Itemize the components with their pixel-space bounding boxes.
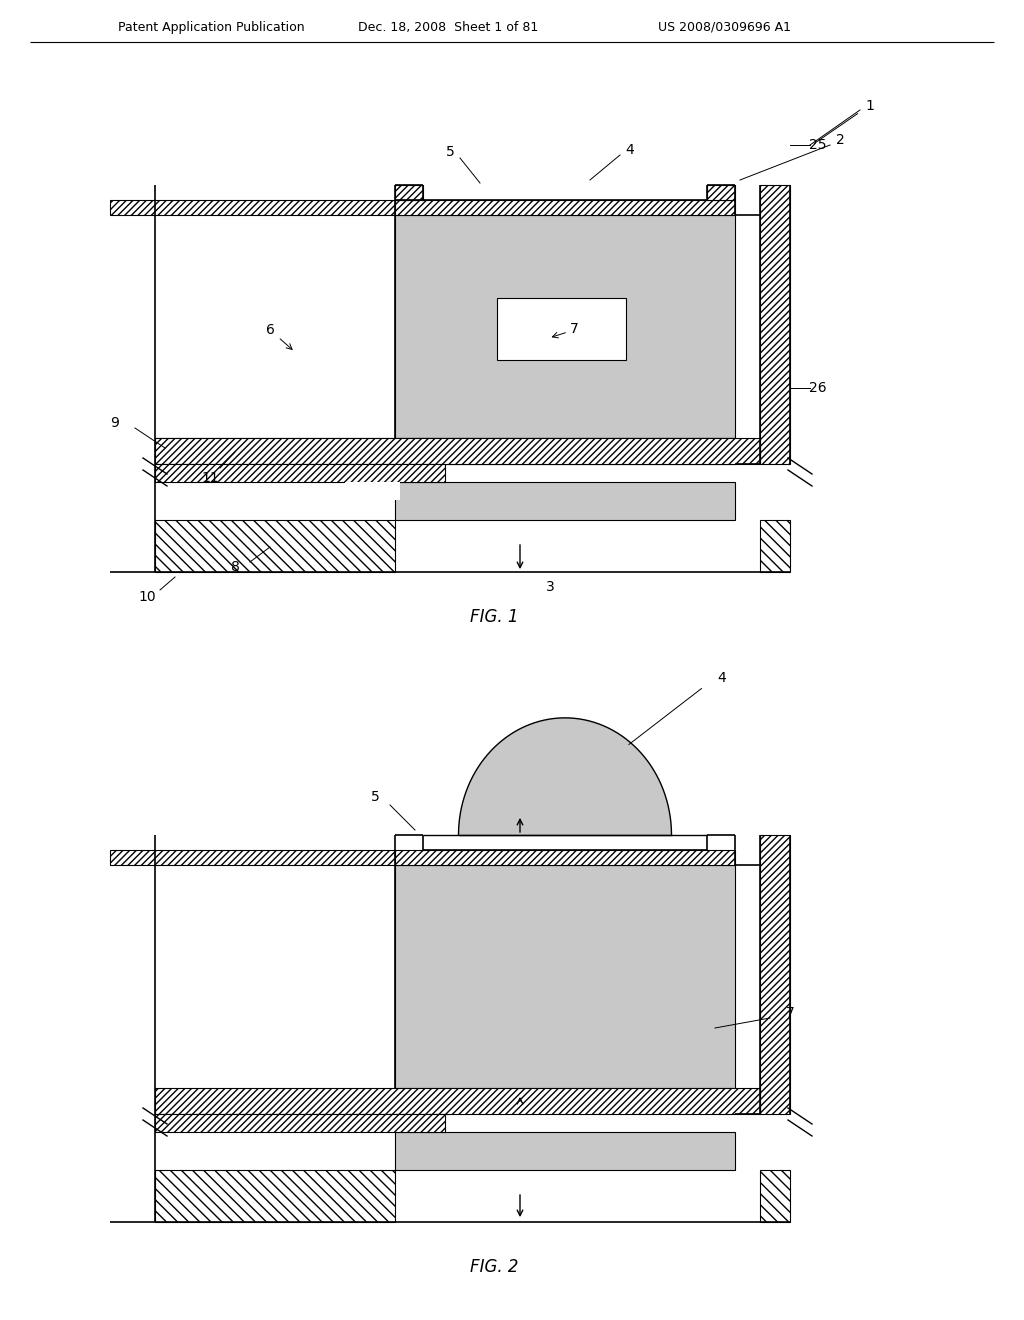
Bar (345, 482, 400, 500)
Text: 5: 5 (371, 789, 379, 804)
Bar (155, 438, 735, 465)
Text: 26: 26 (809, 381, 826, 395)
Bar (110, 201, 395, 215)
Text: 8: 8 (230, 560, 240, 574)
Text: 4: 4 (626, 143, 635, 157)
Bar (395, 865, 735, 1088)
Bar (760, 1170, 790, 1222)
Text: 1: 1 (865, 99, 874, 114)
Bar (395, 482, 735, 520)
Bar (395, 850, 735, 865)
Bar (155, 185, 790, 572)
Text: 25: 25 (809, 139, 826, 152)
Bar (155, 1114, 445, 1133)
Text: Dec. 18, 2008  Sheet 1 of 81: Dec. 18, 2008 Sheet 1 of 81 (358, 21, 539, 33)
Polygon shape (423, 718, 707, 836)
Bar (497, 297, 627, 360)
Text: 2: 2 (836, 133, 845, 147)
Text: 5: 5 (445, 145, 455, 158)
Bar (395, 201, 735, 215)
Bar (155, 744, 790, 1222)
Bar (760, 520, 790, 572)
Bar (155, 1088, 760, 1114)
Bar (395, 1133, 735, 1170)
Text: 6: 6 (265, 323, 274, 337)
Text: FIG. 2: FIG. 2 (470, 1258, 518, 1276)
Bar (735, 215, 760, 466)
Bar (760, 185, 790, 465)
Text: 9: 9 (111, 416, 120, 430)
Text: 10: 10 (138, 590, 156, 605)
Text: FIG. 1: FIG. 1 (470, 609, 518, 626)
Bar (155, 465, 445, 482)
Text: 3: 3 (546, 579, 554, 594)
Text: 7: 7 (570, 322, 579, 335)
Bar (395, 215, 735, 438)
Text: 4: 4 (717, 672, 726, 685)
Bar (155, 1170, 395, 1222)
Bar (760, 836, 790, 1114)
Bar (155, 520, 395, 572)
Bar (707, 185, 735, 201)
Bar (110, 850, 395, 865)
Bar (395, 185, 423, 201)
Text: 7: 7 (785, 1006, 795, 1020)
Text: US 2008/0309696 A1: US 2008/0309696 A1 (658, 21, 791, 33)
Bar (155, 438, 760, 465)
Text: Patent Application Publication: Patent Application Publication (118, 21, 304, 33)
Text: 11: 11 (201, 471, 219, 484)
